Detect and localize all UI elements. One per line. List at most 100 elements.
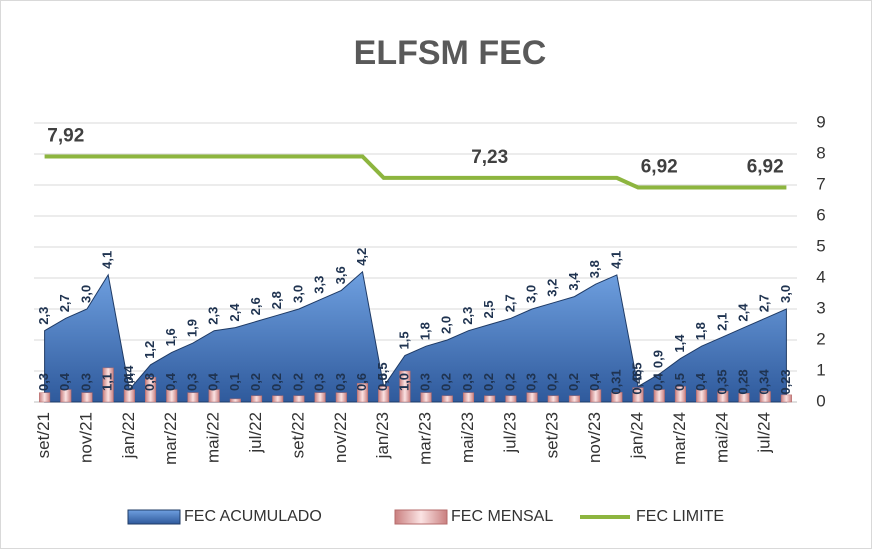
data-label: 0,4 — [651, 372, 666, 391]
chart-title: ELFSM FEC — [354, 34, 547, 72]
data-label: 1,6 — [163, 328, 178, 346]
data-label: 0,4 — [121, 372, 136, 391]
bar — [462, 392, 475, 403]
bar — [293, 395, 305, 403]
data-label: 0,2 — [269, 373, 284, 391]
data-label: 7,23 — [471, 147, 508, 168]
bar — [335, 392, 347, 403]
data-label: 2,3 — [460, 307, 475, 325]
data-label: 0,2 — [439, 373, 454, 391]
data-label: 0,2 — [566, 373, 581, 391]
x-tick-label: jul/24 — [755, 412, 774, 454]
data-label: 0,5 — [629, 362, 644, 380]
bar — [526, 392, 538, 403]
data-label: 0,4 — [206, 372, 221, 391]
bar — [399, 370, 411, 403]
data-label: 0,23 — [778, 369, 793, 394]
data-label: 2,7 — [502, 294, 517, 312]
data-label: 2,0 — [439, 316, 454, 334]
bar — [250, 395, 263, 403]
x-tick-label: nov/21 — [76, 412, 95, 463]
line-series — [44, 154, 787, 190]
bar — [272, 395, 284, 403]
data-label: 2,6 — [248, 297, 263, 315]
data-label: 0,3 — [524, 373, 539, 391]
x-tick-label: jan/23 — [373, 412, 392, 459]
bar — [441, 395, 453, 403]
data-label: 6,92 — [747, 156, 784, 177]
data-label: 2,5 — [481, 300, 496, 318]
data-label: 2,8 — [269, 291, 284, 309]
data-label: 0,8 — [142, 373, 157, 391]
data-label: 4,2 — [354, 248, 369, 266]
data-label: 3,3 — [312, 276, 327, 294]
x-tick-label: nov/22 — [331, 412, 350, 463]
data-label: 2,3 — [206, 307, 221, 325]
y-tick-label: 8 — [816, 143, 825, 162]
x-tick-label: mar/23 — [416, 412, 435, 465]
x-tick-label: jul/23 — [500, 412, 519, 454]
bar — [568, 395, 581, 403]
x-tick-label: mar/24 — [670, 412, 689, 465]
bar — [60, 389, 72, 403]
data-label: 0,3 — [36, 373, 51, 391]
data-label: 0,3 — [312, 373, 327, 391]
data-label: 4,1 — [608, 251, 623, 269]
data-label: 0,2 — [290, 373, 305, 391]
data-label: 0,34 — [757, 369, 772, 395]
bar — [102, 367, 114, 403]
data-label: 0,4 — [693, 372, 708, 391]
data-label: 2,3 — [36, 307, 51, 325]
data-label: 3,0 — [290, 285, 305, 303]
data-label: 2,7 — [57, 294, 72, 312]
x-tick-label: set/23 — [543, 412, 562, 458]
data-label: 3,0 — [524, 285, 539, 303]
data-label: 3,0 — [78, 285, 93, 303]
bar — [314, 392, 326, 403]
y-tick-label: 1 — [816, 360, 825, 379]
x-tick-label: mai/22 — [204, 412, 223, 463]
data-label: 1,2 — [142, 341, 157, 359]
y-tick-label: 4 — [816, 267, 825, 286]
data-label: 0,35 — [714, 369, 729, 394]
data-label: 0,4 — [121, 365, 136, 384]
bar — [717, 390, 729, 403]
data-label: 0,28 — [735, 369, 750, 394]
data-label: 1,5 — [396, 331, 411, 349]
data-label: 3,0 — [778, 285, 793, 303]
data-label: 2,4 — [227, 303, 242, 322]
data-label: 0,4 — [587, 372, 602, 391]
data-label: 3,4 — [566, 272, 581, 291]
data-label: 0,9 — [651, 350, 666, 368]
bar — [632, 387, 644, 403]
bar — [187, 392, 199, 403]
bar — [674, 386, 686, 403]
bar — [547, 395, 559, 403]
y-tick-label: 2 — [816, 329, 825, 348]
data-label: 0,3 — [333, 373, 348, 391]
x-tick-label: jan/22 — [119, 412, 138, 459]
data-label: 0,3 — [78, 373, 93, 391]
legend-label: FEC MENSAL — [451, 508, 553, 525]
x-tick-label: jul/22 — [246, 412, 265, 454]
bar — [356, 383, 369, 403]
bar — [484, 395, 496, 403]
data-label: 0,2 — [248, 373, 263, 391]
y-tick-label: 5 — [816, 236, 825, 255]
data-label: 0,5 — [375, 362, 390, 380]
data-label: 1,8 — [418, 322, 433, 340]
data-label: 4,1 — [100, 251, 115, 269]
bar — [208, 389, 220, 403]
data-label: 3,2 — [545, 279, 560, 297]
data-label: 0,6 — [354, 373, 369, 391]
bar — [653, 389, 665, 403]
bar — [378, 386, 390, 403]
data-label: 0,2 — [481, 373, 496, 391]
data-label: 1,0 — [396, 373, 411, 391]
bar — [166, 389, 178, 403]
bar — [759, 391, 771, 403]
data-label: 0,4 — [163, 372, 178, 391]
y-tick-label: 9 — [816, 112, 825, 131]
